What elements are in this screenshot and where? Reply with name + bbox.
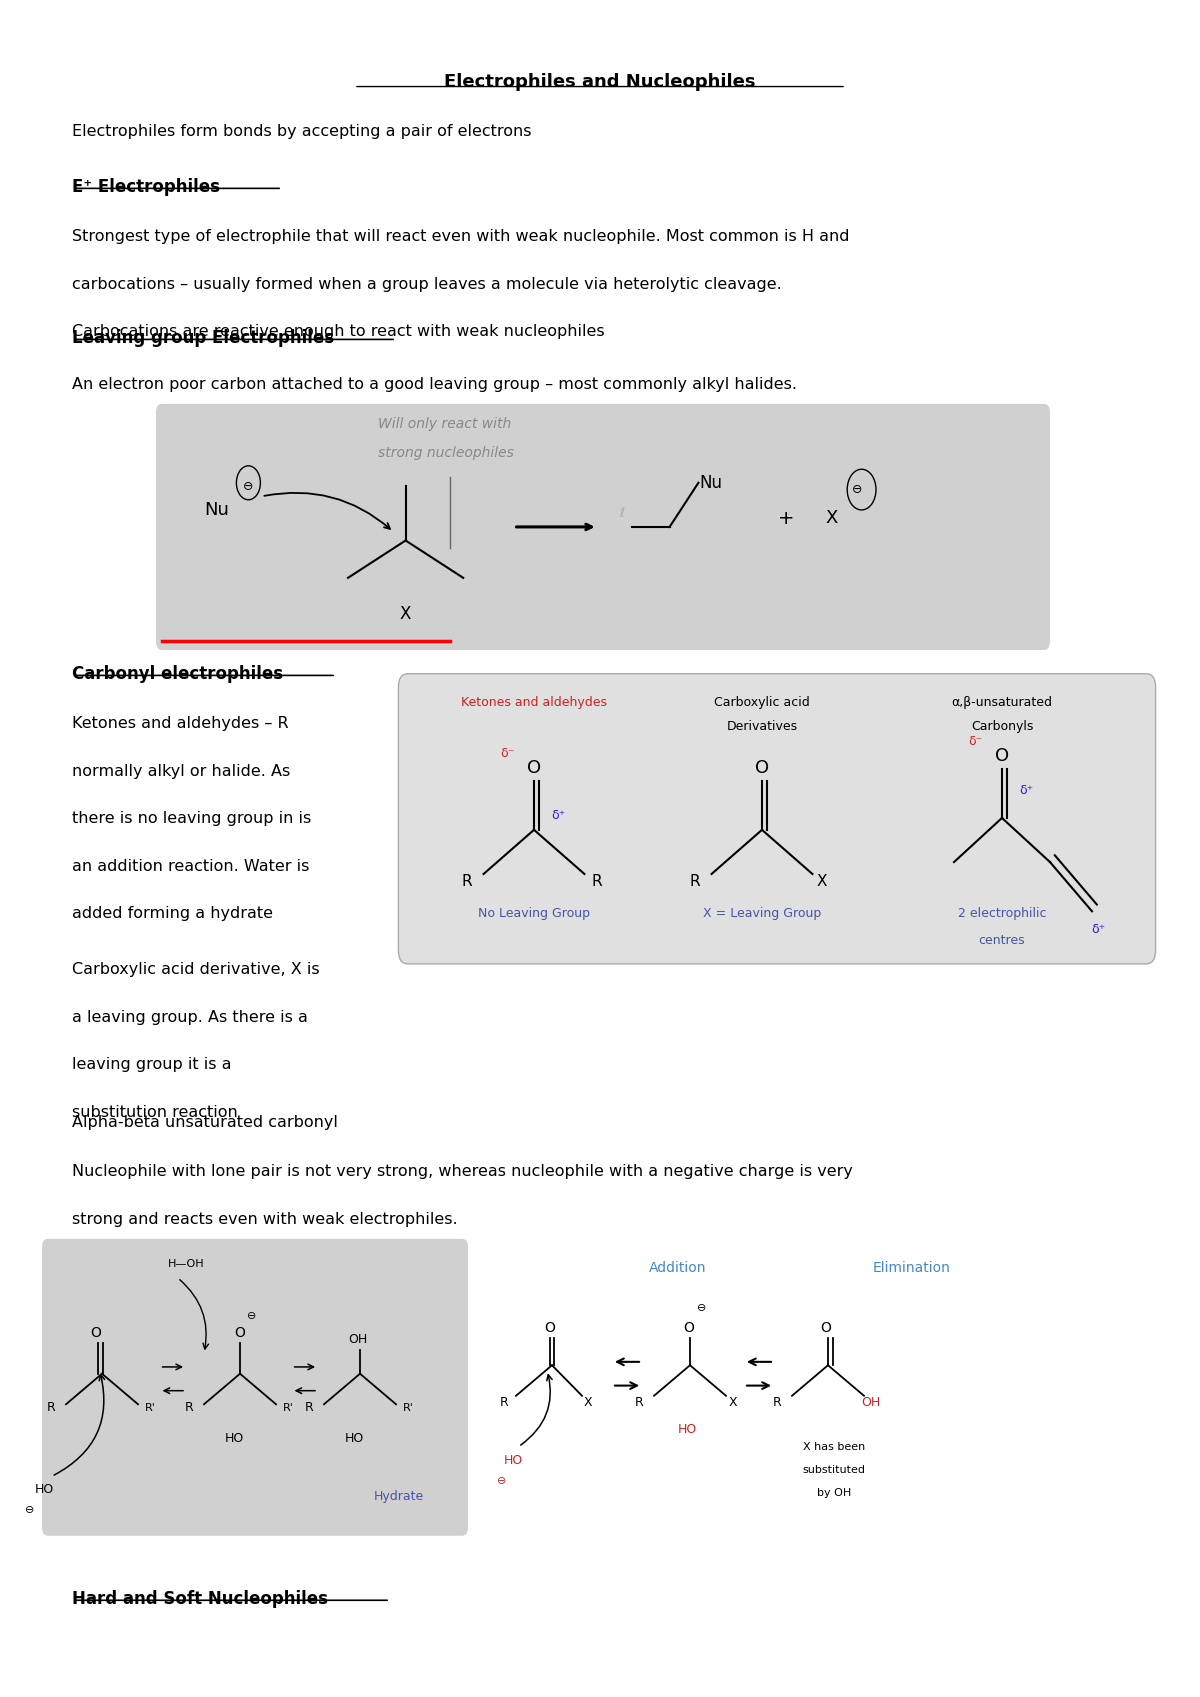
Text: ⊖: ⊖ [497,1476,506,1485]
Text: E⁺ Electrophiles: E⁺ Electrophiles [72,178,220,197]
Text: carbocations – usually formed when a group leaves a molecule via heterolytic cle: carbocations – usually formed when a gro… [72,277,781,292]
Text: Strongest type of electrophile that will react even with weak nucleophile. Most : Strongest type of electrophile that will… [72,229,850,244]
Text: R: R [499,1397,509,1409]
Text: Elimination: Elimination [874,1261,950,1274]
FancyBboxPatch shape [398,674,1156,964]
Text: X has been: X has been [803,1442,865,1451]
Text: X: X [826,509,838,528]
Text: Will only react with: Will only react with [378,417,511,431]
Text: R: R [592,874,601,889]
Text: Carbonyl electrophiles: Carbonyl electrophiles [72,665,283,684]
Text: R: R [690,874,700,889]
Text: No Leaving Group: No Leaving Group [478,906,590,920]
Text: Electrophiles form bonds by accepting a pair of electrons: Electrophiles form bonds by accepting a … [72,124,532,139]
Text: O: O [527,759,541,777]
Text: X: X [817,874,827,889]
Text: +: + [778,509,794,528]
Text: strong and reacts even with weak electrophiles.: strong and reacts even with weak electro… [72,1212,457,1227]
Text: O: O [820,1320,832,1336]
Text: ⊖: ⊖ [242,480,253,492]
FancyBboxPatch shape [42,1239,468,1536]
Text: X = Leaving Group: X = Leaving Group [703,906,821,920]
Text: substituted: substituted [803,1466,865,1475]
Text: δ⁺: δ⁺ [1019,784,1033,798]
Text: Nu: Nu [700,473,722,492]
Text: Hydrate: Hydrate [373,1490,424,1504]
Text: R: R [47,1402,56,1414]
Text: leaving group it is a: leaving group it is a [72,1057,232,1073]
Text: O: O [544,1320,556,1336]
Text: O: O [995,747,1009,765]
Text: HO: HO [35,1483,54,1497]
Text: added forming a hydrate: added forming a hydrate [72,906,274,921]
Text: 2 electrophilic: 2 electrophilic [958,906,1046,920]
Text: δ⁻: δ⁻ [968,735,983,748]
Text: strong nucleophiles: strong nucleophiles [378,446,514,460]
Text: substitution reaction: substitution reaction [72,1105,238,1120]
Text: by OH: by OH [817,1488,851,1497]
Text: R': R' [144,1403,156,1412]
Text: O: O [90,1325,102,1341]
Text: O: O [683,1320,695,1336]
Text: HO: HO [504,1454,523,1466]
Text: Leaving group Electrophiles: Leaving group Electrophiles [72,329,334,348]
Text: O: O [755,759,769,777]
Text: OH: OH [348,1334,367,1346]
Text: R: R [462,874,472,889]
Text: HO: HO [678,1424,697,1436]
Text: ⊖: ⊖ [852,484,863,496]
Text: OH: OH [862,1397,881,1409]
Text: R': R' [402,1403,414,1412]
Text: X: X [728,1397,738,1409]
Text: R: R [185,1402,194,1414]
Text: X: X [400,606,412,623]
Text: O: O [234,1325,246,1341]
Text: δ⁺: δ⁺ [551,809,565,823]
Text: H—OH: H—OH [168,1259,204,1269]
Text: R: R [773,1397,782,1409]
Text: Ketones and aldehydes: Ketones and aldehydes [461,696,607,709]
Text: X: X [583,1397,593,1409]
Text: R: R [305,1402,314,1414]
Text: Nu: Nu [204,501,229,519]
Text: an addition reaction. Water is: an addition reaction. Water is [72,859,310,874]
Text: Nucleophile with lone pair is not very strong, whereas nucleophile with a negati: Nucleophile with lone pair is not very s… [72,1164,853,1179]
Text: Derivatives: Derivatives [726,720,798,733]
Text: ⊖: ⊖ [247,1312,257,1320]
Text: Carbonyls: Carbonyls [971,720,1033,733]
Text: R': R' [282,1403,294,1412]
Text: Alpha-beta unsaturated carbonyl: Alpha-beta unsaturated carbonyl [72,1115,338,1130]
Text: a leaving group. As there is a: a leaving group. As there is a [72,1010,308,1025]
Text: ℓ: ℓ [619,507,624,519]
Text: An electron poor carbon attached to a good leaving group – most commonly alkyl h: An electron poor carbon attached to a go… [72,377,797,392]
Text: Ketones and aldehydes – R: Ketones and aldehydes – R [72,716,289,731]
Text: there is no leaving group in is: there is no leaving group in is [72,811,311,826]
Text: δ⁻: δ⁻ [500,747,515,760]
Text: Carboxylic acid: Carboxylic acid [714,696,810,709]
Text: centres: centres [979,933,1025,947]
Text: Hard and Soft Nucleophiles: Hard and Soft Nucleophiles [72,1590,328,1609]
Text: normally alkyl or halide. As: normally alkyl or halide. As [72,764,290,779]
Text: R: R [635,1397,644,1409]
Text: ⊖: ⊖ [697,1303,707,1312]
Text: Carboxylic acid derivative, X is: Carboxylic acid derivative, X is [72,962,319,977]
Text: HO: HO [344,1432,364,1444]
Text: Electrophiles and Nucleophiles: Electrophiles and Nucleophiles [444,73,756,92]
Text: Carbocations are reactive enough to react with weak nucleophiles: Carbocations are reactive enough to reac… [72,324,605,339]
Text: Addition: Addition [649,1261,707,1274]
Text: δ⁺: δ⁺ [1091,923,1105,937]
Text: ⊖: ⊖ [25,1505,35,1515]
FancyBboxPatch shape [156,404,1050,650]
Text: HO: HO [224,1432,244,1444]
Text: α,β-unsaturated: α,β-unsaturated [952,696,1052,709]
